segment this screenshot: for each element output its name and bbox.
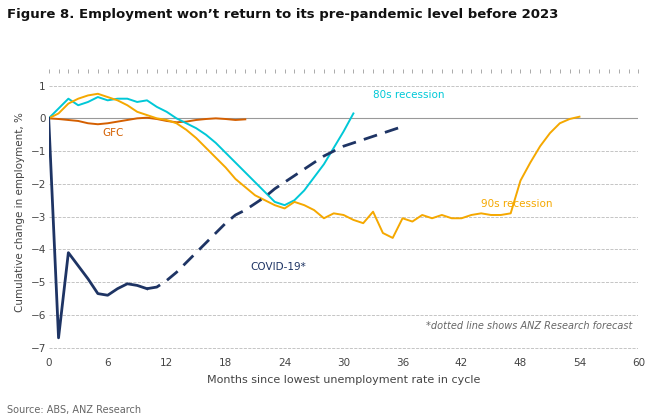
- Text: 80s recession: 80s recession: [373, 90, 445, 100]
- Y-axis label: Cumulative change in employment, %: Cumulative change in employment, %: [15, 112, 25, 311]
- X-axis label: Months since lowest unemployment rate in cycle: Months since lowest unemployment rate in…: [207, 375, 480, 385]
- Text: COVID-19*: COVID-19*: [250, 262, 306, 272]
- Text: Source: ABS, ANZ Research: Source: ABS, ANZ Research: [7, 405, 141, 415]
- Text: GFC: GFC: [103, 128, 124, 138]
- Text: Figure 8. Employment won’t return to its pre-pandemic level before 2023: Figure 8. Employment won’t return to its…: [7, 8, 558, 21]
- Text: *dotted line shows ANZ Research forecast: *dotted line shows ANZ Research forecast: [426, 322, 632, 332]
- Text: 90s recession: 90s recession: [481, 198, 552, 208]
